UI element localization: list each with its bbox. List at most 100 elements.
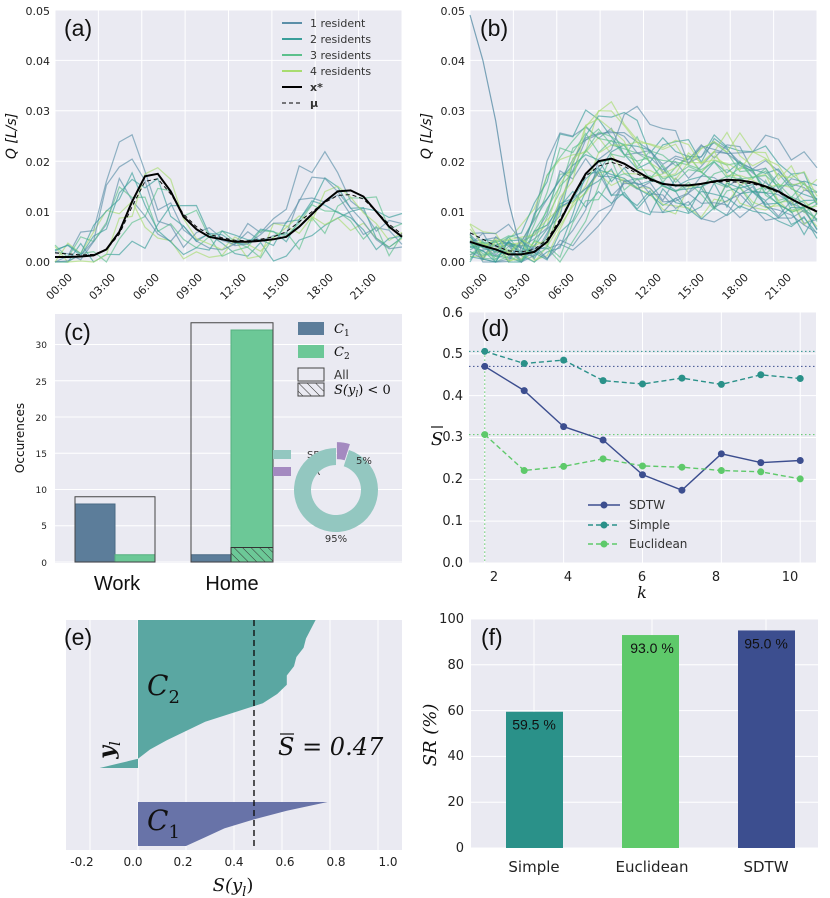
panel-d-yticks: 0.0 0.1 0.2 0.3 0.4 0.5 0.6: [442, 306, 463, 571]
b-xtick-5: 15:00: [676, 271, 708, 303]
legend-mu: μ: [310, 97, 318, 110]
bar-home-c2: [230, 329, 274, 563]
donut-label-er: 5%: [356, 456, 372, 467]
b-ytick-1: 0.01: [441, 206, 466, 219]
c-ylabel: Occurences: [13, 403, 27, 473]
sample-curve: [469, 190, 818, 263]
d-ytick-5: 0.5: [442, 347, 463, 362]
d-xlabel: k: [637, 583, 647, 602]
legend-negative: S(yl) < 0: [334, 383, 391, 400]
e-cluster-c2-letter: C: [147, 669, 168, 702]
point-simple: [717, 380, 725, 388]
a-ylabel: Q [L/s]: [4, 113, 20, 159]
a-ytick-4: 0.04: [26, 55, 51, 68]
legend-negative-sub: l: [355, 390, 358, 400]
sample-curve: [469, 100, 818, 255]
legend-c1-sub: 1: [344, 329, 350, 339]
legend-c1: C1: [334, 322, 350, 339]
b-xtick-2: 06:00: [546, 271, 578, 303]
d-ytick-2: 0.2: [442, 472, 463, 487]
legend-simple: Simple: [629, 518, 670, 532]
legend-negative-b: ) < 0: [358, 383, 391, 398]
f-ytick-2: 40: [447, 749, 464, 764]
e-ylabel-sub: l: [106, 741, 124, 746]
panel-d-label: (d): [481, 315, 509, 341]
a-xtick-0: 00:00: [44, 271, 76, 303]
panel-b-grid: [469, 9, 818, 263]
sample-curve: [54, 171, 403, 256]
legend-2-residents: 2 residents: [310, 33, 371, 46]
point-euclidean: [678, 463, 686, 471]
legend-simple-marker: [600, 521, 608, 529]
point-euclidean: [560, 462, 568, 470]
b-xtick-1: 03:00: [502, 271, 534, 303]
point-simple: [599, 377, 607, 385]
panel-f: 59.5 % 93.0 % 95.0 % (f) 0 20 40 60 80 1…: [420, 612, 818, 876]
e-cluster-c1-sub: 1: [168, 822, 179, 843]
sample-curve: [469, 171, 818, 263]
point-sdtw: [757, 459, 765, 467]
panel-d-xticks: 2 4 6 8 10: [490, 570, 798, 585]
point-simple: [796, 375, 804, 383]
donut-slice-er: [336, 442, 350, 461]
panel-a: (a) 0.00 0.01 0.02 0.03 0.04 0.05 Q [L/s…: [4, 5, 403, 303]
donut-label-sr: 95%: [325, 534, 347, 545]
legend-all-swatch: [297, 367, 325, 382]
e-cluster-c1: C1: [147, 804, 180, 843]
d-xtick-10: 10: [782, 570, 799, 585]
point-simple: [678, 374, 686, 382]
bar-simple: [506, 711, 563, 848]
e-xtick-3: 0.4: [224, 855, 243, 869]
point-euclidean: [757, 468, 765, 476]
bar-euclidean: [622, 635, 679, 848]
legend-euclidean: Euclidean: [629, 537, 687, 551]
point-sdtw: [599, 436, 607, 444]
a-ytick-1: 0.01: [26, 206, 51, 219]
panel-c-legend: C1 C2 All S(yl) < 0: [297, 322, 391, 400]
b-ytick-3: 0.03: [441, 105, 466, 118]
c-ytick-5: 25: [36, 378, 47, 388]
e-xlabel-sub: l: [242, 885, 246, 898]
point-simple: [481, 347, 489, 355]
point-simple: [520, 359, 528, 367]
a-ytick-2: 0.02: [26, 156, 51, 169]
point-sdtw: [678, 486, 686, 494]
point-simple: [639, 380, 646, 388]
b-xtick-7: 21:00: [763, 271, 795, 303]
a-xtick-5: 15:00: [261, 271, 293, 303]
c-ytick-6: 30: [36, 341, 48, 351]
b-ytick-0: 0.00: [441, 256, 466, 269]
legend-xstar: x*: [310, 81, 323, 94]
d-ytick-3: 0.3: [442, 430, 463, 445]
bar-home-c1: [190, 554, 232, 563]
e-ylabel-letter: y: [94, 744, 120, 760]
a-xtick-1: 03:00: [87, 271, 119, 303]
d-ytick-0: 0.0: [442, 556, 463, 571]
series-line-euclidean: [484, 434, 801, 480]
legend-c2-swatch: [298, 345, 324, 358]
f-ytick-0: 0: [456, 841, 464, 856]
a-xtick-3: 09:00: [174, 271, 206, 303]
point-euclidean: [520, 467, 528, 475]
point-sdtw: [717, 450, 725, 458]
panel-e-label: (e): [64, 624, 92, 650]
legend-c2-sub: 2: [344, 352, 350, 362]
e-xtick-5: 0.8: [326, 855, 345, 869]
legend-negative-a: S(y: [334, 383, 356, 398]
sample-curve: [469, 131, 818, 262]
sample-curve: [54, 158, 403, 263]
sample-curve: [469, 135, 818, 263]
e-xtick-0: -0.2: [70, 855, 93, 869]
b-ytick-5: 0.05: [441, 5, 466, 18]
f-xtick-simple: Simple: [508, 858, 559, 876]
point-euclidean: [599, 455, 607, 463]
sample-curve: [55, 187, 403, 263]
d-ytick-1: 0.1: [442, 514, 463, 529]
d-xtick-8: 8: [712, 570, 720, 585]
e-xlabel-b: ): [246, 875, 253, 896]
panel-d-legend: SDTW Simple Euclidean: [588, 498, 687, 551]
c-ytick-2: 10: [36, 486, 48, 496]
panel-a-sample-curves: [54, 133, 403, 263]
donut-slice-sr: [294, 448, 379, 532]
